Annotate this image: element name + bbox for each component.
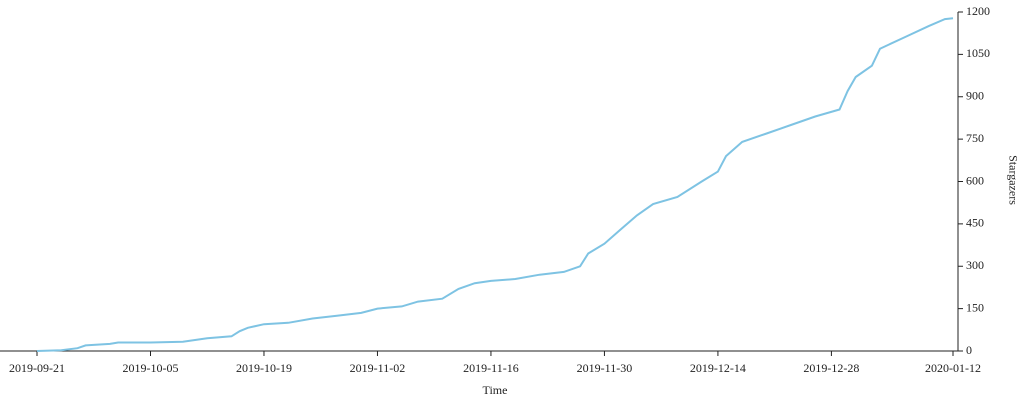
x-tick-label: 2019-09-21 [9,361,65,375]
x-tick-label: 2019-11-02 [350,361,406,375]
x-tick-label: 2020-01-12 [925,361,981,375]
y-tick-label: 1200 [966,4,990,18]
y-tick-label: 0 [966,343,972,357]
y-tick-label: 300 [966,258,984,272]
x-tick-label: 2019-10-05 [122,361,178,375]
x-tick-label: 2019-11-16 [463,361,519,375]
x-tick-label: 2019-10-19 [236,361,292,375]
y-tick-label: 900 [966,89,984,103]
x-tick-label: 2019-11-30 [577,361,633,375]
y-tick-label: 150 [966,300,984,314]
data-line [36,17,954,352]
y-tick-label: 1050 [966,46,990,60]
x-tick-label: 2019-12-28 [803,361,859,375]
y-tick-label: 600 [966,173,984,187]
y-tick-label: 750 [966,131,984,145]
y-axis-title: Stargazers [1006,155,1020,205]
x-tick-label: 2019-12-14 [690,361,746,375]
x-axis-title: Time [483,383,508,397]
y-tick-label: 450 [966,216,984,230]
